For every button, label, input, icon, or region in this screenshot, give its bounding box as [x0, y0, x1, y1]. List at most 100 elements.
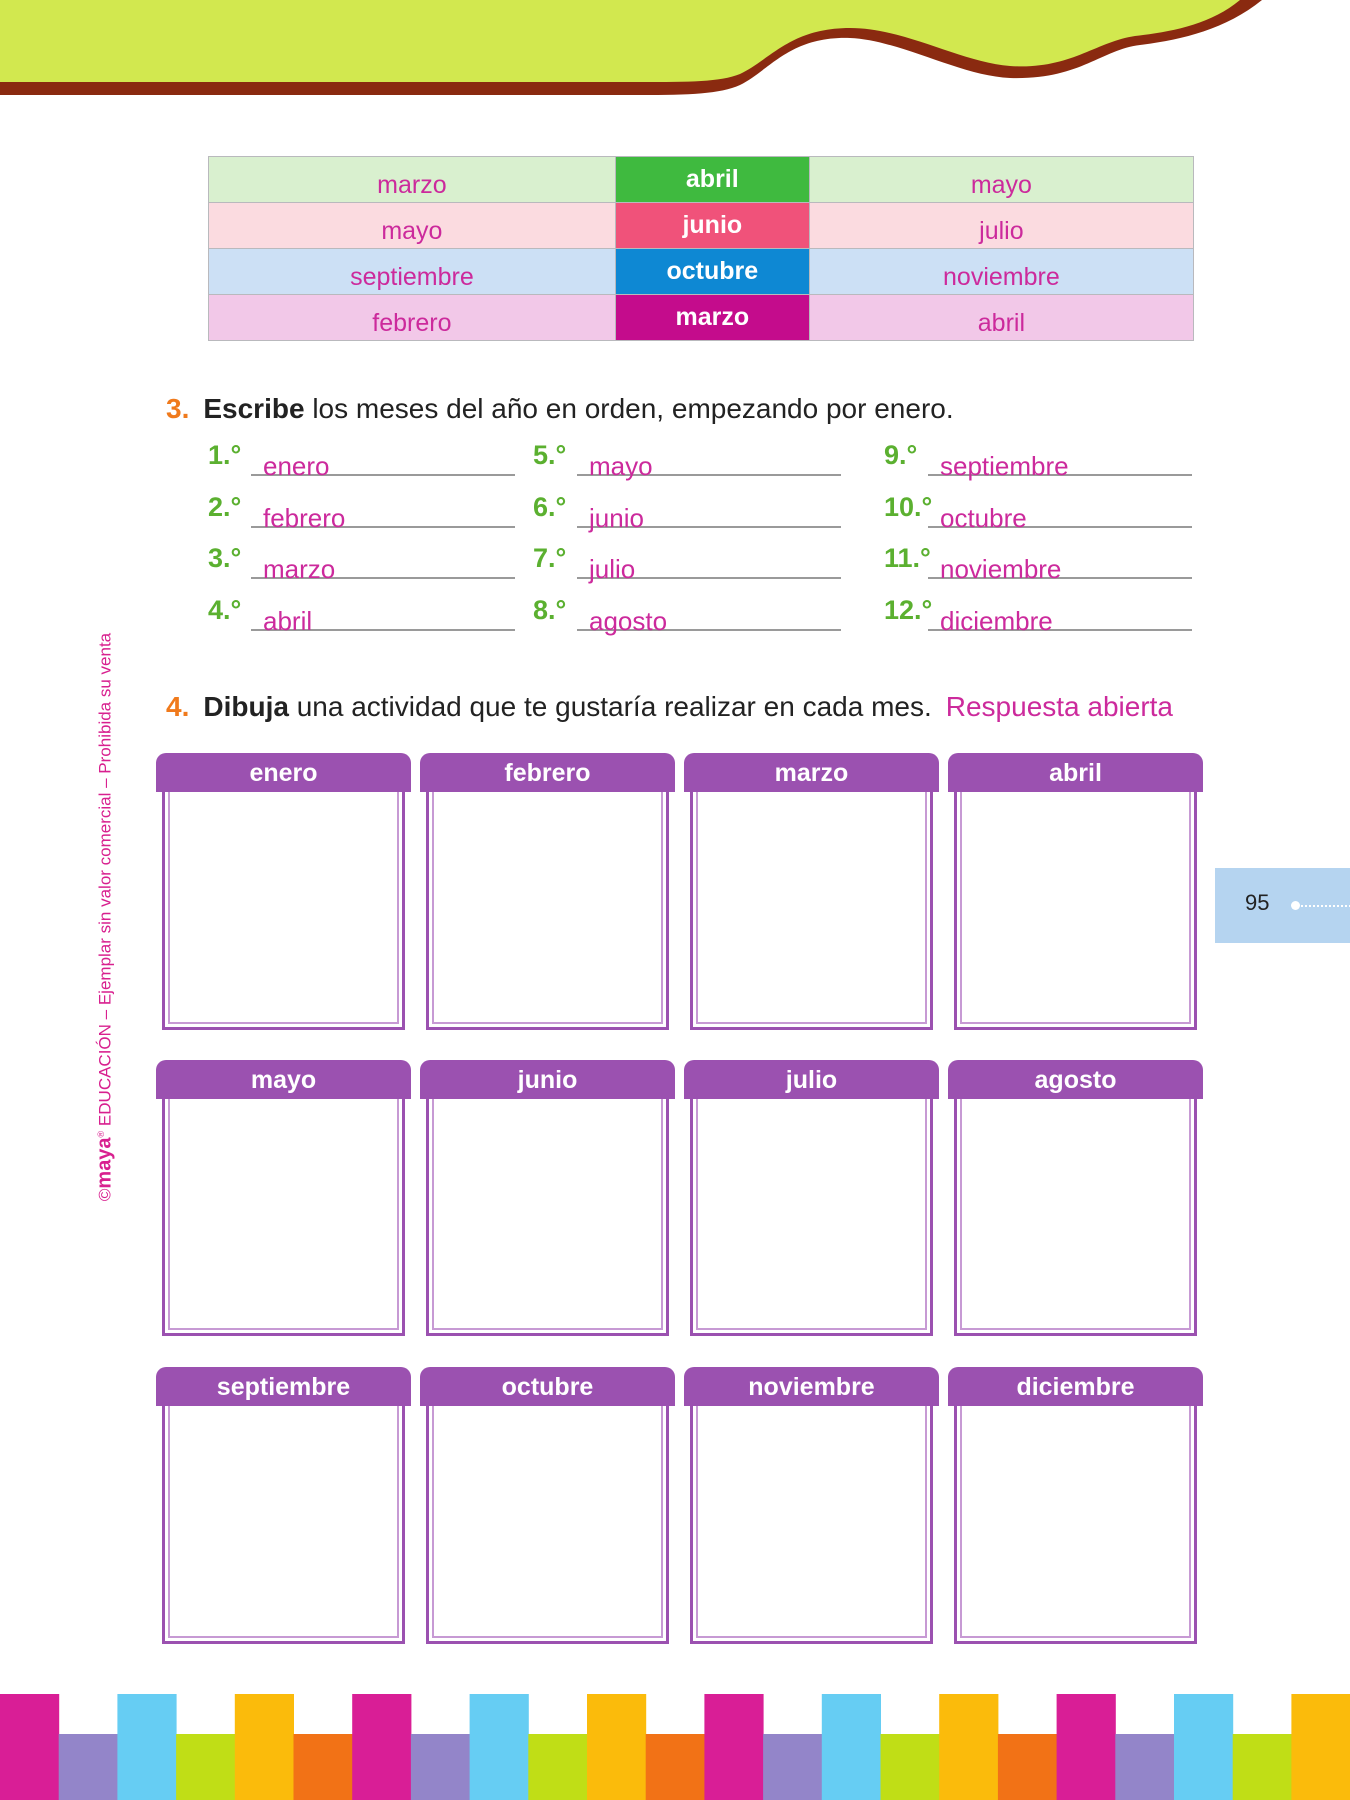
copyright-side-text: ©maya® EDUCACIÓN – Ejemplar sin valor co…: [94, 633, 117, 1201]
drawing-box[interactable]: enero: [156, 753, 411, 1030]
drawing-box[interactable]: mayo: [156, 1060, 411, 1336]
answer-line[interactable]: abril: [251, 595, 515, 636]
drawing-area[interactable]: [426, 792, 669, 1030]
drawing-area[interactable]: [426, 1099, 669, 1336]
stripe: [352, 1694, 412, 1800]
month-header: marzo: [684, 753, 939, 792]
month-header: junio: [420, 1060, 675, 1099]
exercise-3-instruction: 3. Escribe los meses del año en orden, em…: [166, 393, 954, 425]
stripe: [1174, 1694, 1234, 1800]
ordinal-number: 10.°: [884, 492, 933, 522]
stripe: [821, 1694, 881, 1800]
ordinal-number: 12.°: [884, 595, 933, 625]
month-header: febrero: [420, 753, 675, 792]
stripe: [1115, 1734, 1175, 1800]
registered-symbol: ®: [95, 1130, 106, 1138]
drawing-area[interactable]: [162, 792, 405, 1030]
answer-line[interactable]: julio: [577, 543, 841, 584]
side-text-body: EDUCACIÓN – Ejemplar sin valor comercial…: [95, 632, 115, 1131]
table-row: marzo abril mayo: [208, 156, 1195, 203]
drawing-box[interactable]: octubre: [420, 1367, 675, 1644]
stripe: [704, 1694, 764, 1800]
ordinal-number: 7.°: [533, 543, 567, 573]
stripe: [293, 1734, 353, 1800]
answer-line[interactable]: mayo: [577, 440, 841, 481]
answer-line[interactable]: noviembre: [928, 543, 1192, 584]
drawing-area[interactable]: [954, 1099, 1197, 1336]
exercise-text: una actividad que te gustaría realizar e…: [296, 691, 932, 722]
drawing-area[interactable]: [954, 792, 1197, 1030]
maya-logo: maya: [93, 1137, 116, 1189]
drawing-box[interactable]: abril: [948, 753, 1203, 1030]
drawing-area[interactable]: [690, 1406, 933, 1644]
month-cell-right: julio: [808, 202, 1195, 249]
table-row: mayo junio julio: [208, 202, 1195, 249]
drawing-area[interactable]: [690, 1099, 933, 1336]
ordinal-number: 8.°: [533, 595, 567, 625]
month-cell-left: marzo: [208, 156, 616, 203]
month-cell-left: febrero: [208, 294, 616, 341]
exercise-verb: Escribe: [203, 393, 305, 424]
dotted-line: [1301, 905, 1350, 907]
drawing-box[interactable]: agosto: [948, 1060, 1203, 1336]
answer-text: junio: [589, 503, 644, 533]
month-cell-right: abril: [808, 294, 1195, 341]
answer-line[interactable]: marzo: [251, 543, 515, 584]
answer-line[interactable]: febrero: [251, 492, 515, 533]
month-header: mayo: [156, 1060, 411, 1099]
drawing-area[interactable]: [954, 1406, 1197, 1644]
drawing-box[interactable]: septiembre: [156, 1367, 411, 1644]
drawing-box[interactable]: marzo: [684, 753, 939, 1030]
drawing-box[interactable]: noviembre: [684, 1367, 939, 1644]
answer-line[interactable]: octubre: [928, 492, 1192, 533]
answer-line[interactable]: septiembre: [928, 440, 1192, 481]
answer-line[interactable]: junio: [577, 492, 841, 533]
stripe: [880, 1734, 940, 1800]
stripe: [645, 1734, 705, 1800]
header-wave-decoration: [0, 0, 1262, 95]
stripe: [1232, 1734, 1292, 1800]
answer-text: agosto: [589, 606, 668, 636]
answer-text: diciembre: [940, 606, 1053, 636]
exercise-text: los meses del año en orden, empezando po…: [312, 393, 954, 424]
month-header: diciembre: [948, 1367, 1203, 1406]
answer-note: Respuesta abierta: [945, 691, 1174, 722]
stripe: [176, 1734, 236, 1800]
footer-stripes: [0, 1694, 1350, 1800]
answer-text: enero: [263, 451, 330, 481]
drawing-area[interactable]: [162, 1406, 405, 1644]
answer-text: septiembre: [940, 451, 1069, 481]
stripe: [997, 1734, 1058, 1800]
ordinal-number: 1.°: [208, 440, 242, 470]
answer-text: octubre: [940, 503, 1027, 533]
months-sequence-table: marzo abril mayo mayo junio julio septiembre oc…: [208, 156, 1195, 341]
answer-text: noviembre: [940, 554, 1062, 584]
answer-line[interactable]: agosto: [577, 595, 841, 636]
ordinal-number: 5.°: [533, 440, 567, 470]
drawing-box[interactable]: diciembre: [948, 1367, 1203, 1644]
drawing-area[interactable]: [162, 1099, 405, 1336]
copyright-symbol: ©: [95, 1188, 115, 1202]
month-cell-center: marzo: [614, 294, 810, 341]
month-header: octubre: [420, 1367, 675, 1406]
month-cell-right: mayo: [808, 156, 1195, 203]
drawing-box[interactable]: febrero: [420, 753, 675, 1030]
answer-line[interactable]: diciembre: [928, 595, 1192, 636]
stripe: [587, 1694, 647, 1800]
month-header: enero: [156, 753, 411, 792]
drawing-box[interactable]: junio: [420, 1060, 675, 1336]
stripe: [0, 1694, 60, 1800]
drawing-area[interactable]: [426, 1406, 669, 1644]
month-header: julio: [684, 1060, 939, 1099]
exercise-4-instruction: 4. Dibuja una actividad que te gustaría r…: [166, 691, 1173, 723]
ordinal-number: 2.°: [208, 492, 242, 522]
month-cell-center: abril: [614, 156, 810, 203]
drawing-box[interactable]: julio: [684, 1060, 939, 1336]
page-number-tab: 95: [1215, 868, 1350, 943]
stripe: [469, 1694, 529, 1800]
answer-line[interactable]: enero: [251, 440, 515, 481]
ordinal-number: 11.°: [884, 543, 931, 573]
drawing-area[interactable]: [690, 792, 933, 1030]
ordinal-number: 6.°: [533, 492, 567, 522]
month-header: septiembre: [156, 1367, 411, 1406]
